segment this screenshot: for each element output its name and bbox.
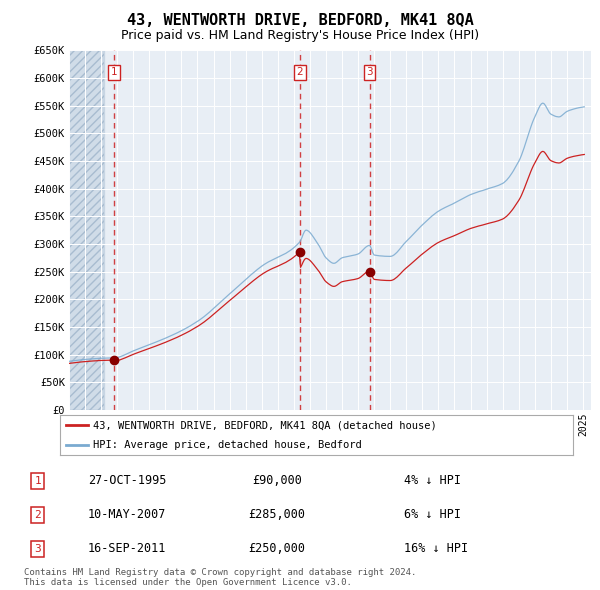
Text: £250,000: £250,000 bbox=[248, 542, 305, 556]
Bar bbox=[69, 50, 104, 410]
Text: 2: 2 bbox=[35, 510, 41, 520]
Text: HPI: Average price, detached house, Bedford: HPI: Average price, detached house, Bedf… bbox=[94, 441, 362, 450]
Text: 1: 1 bbox=[111, 67, 118, 77]
Bar bbox=[69, 50, 104, 410]
Text: 16-SEP-2011: 16-SEP-2011 bbox=[88, 542, 166, 556]
Text: 6% ↓ HPI: 6% ↓ HPI bbox=[404, 509, 461, 522]
Text: 1: 1 bbox=[35, 476, 41, 486]
Text: Price paid vs. HM Land Registry's House Price Index (HPI): Price paid vs. HM Land Registry's House … bbox=[121, 29, 479, 42]
Text: £285,000: £285,000 bbox=[248, 509, 305, 522]
Text: 4% ↓ HPI: 4% ↓ HPI bbox=[404, 474, 461, 487]
Text: 43, WENTWORTH DRIVE, BEDFORD, MK41 8QA: 43, WENTWORTH DRIVE, BEDFORD, MK41 8QA bbox=[127, 13, 473, 28]
Text: 10-MAY-2007: 10-MAY-2007 bbox=[88, 509, 166, 522]
Text: This data is licensed under the Open Government Licence v3.0.: This data is licensed under the Open Gov… bbox=[24, 578, 352, 587]
Text: £90,000: £90,000 bbox=[252, 474, 302, 487]
Text: 3: 3 bbox=[35, 544, 41, 554]
Text: 27-OCT-1995: 27-OCT-1995 bbox=[88, 474, 166, 487]
Text: 16% ↓ HPI: 16% ↓ HPI bbox=[404, 542, 468, 556]
Text: 2: 2 bbox=[296, 67, 303, 77]
Text: 3: 3 bbox=[366, 67, 373, 77]
Text: Contains HM Land Registry data © Crown copyright and database right 2024.: Contains HM Land Registry data © Crown c… bbox=[24, 568, 416, 576]
Text: 43, WENTWORTH DRIVE, BEDFORD, MK41 8QA (detached house): 43, WENTWORTH DRIVE, BEDFORD, MK41 8QA (… bbox=[94, 421, 437, 430]
